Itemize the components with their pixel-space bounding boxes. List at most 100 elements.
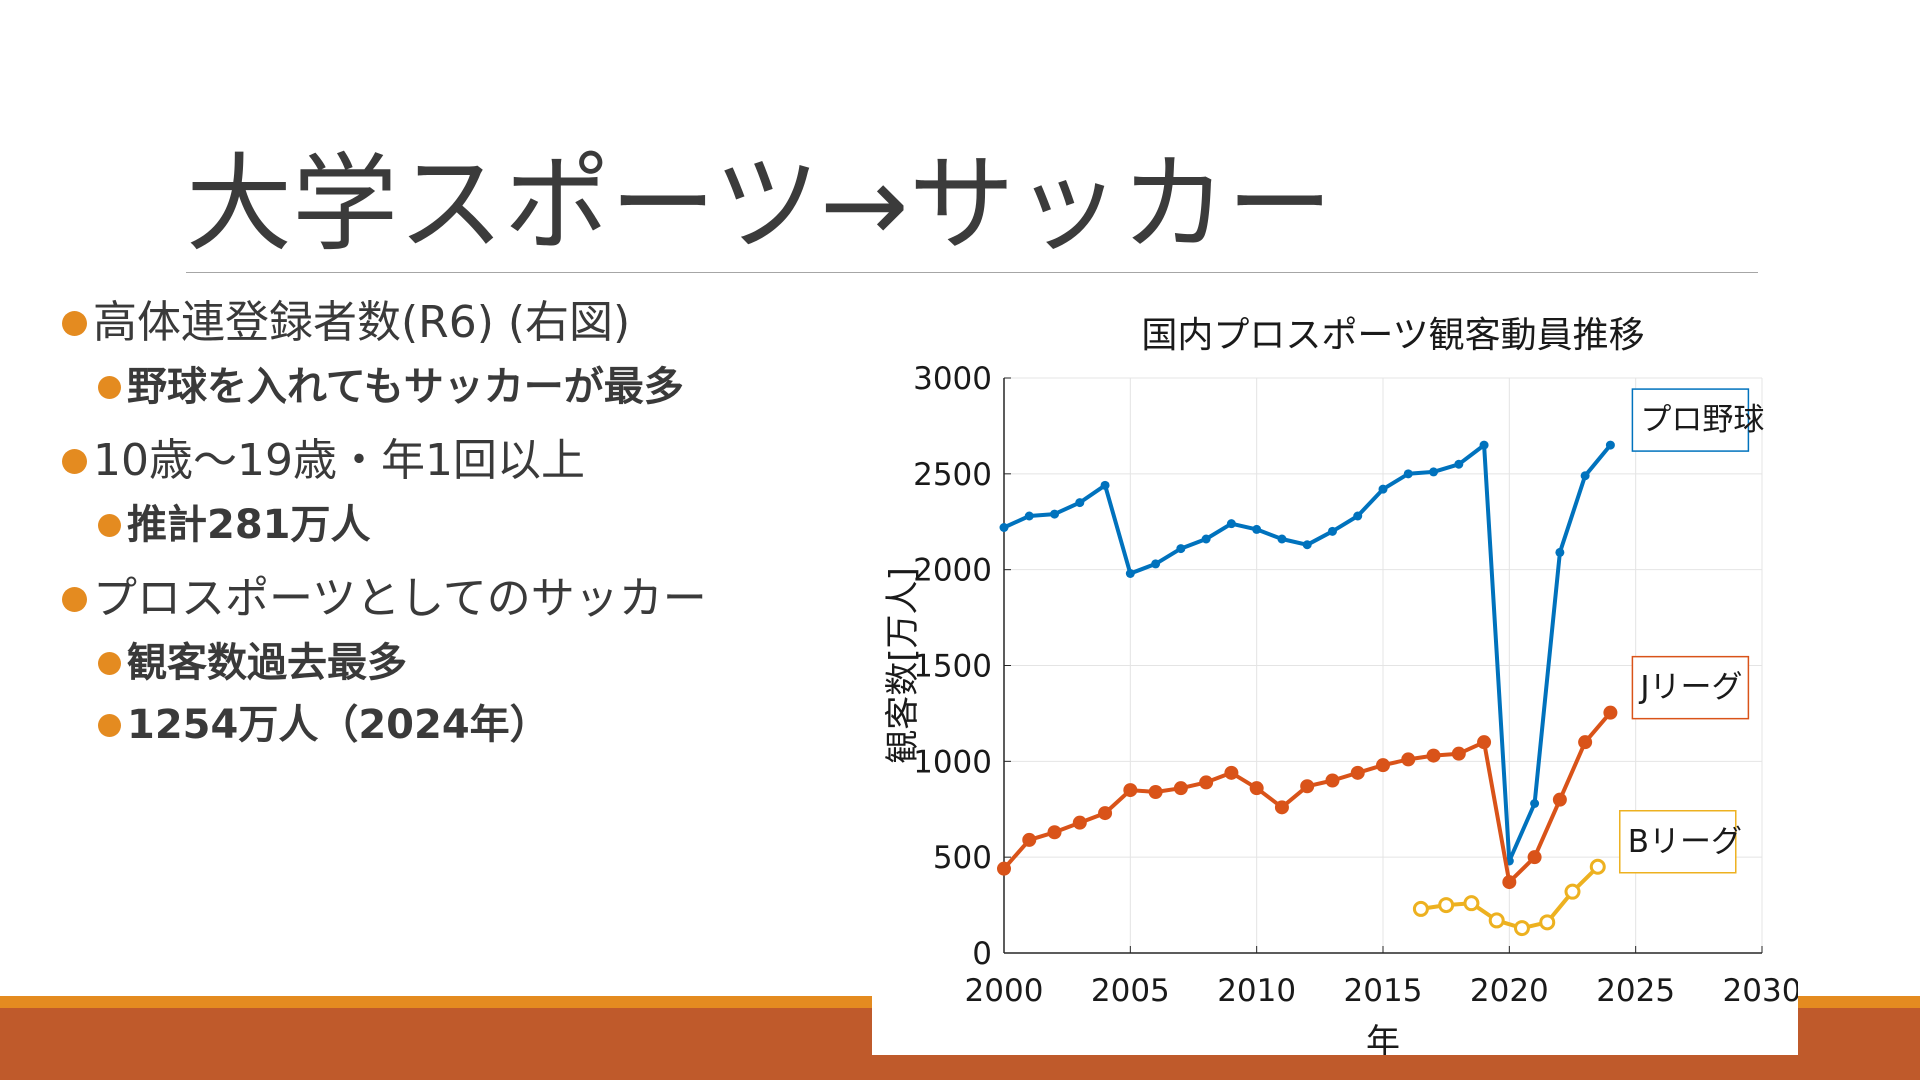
data-point <box>1123 783 1138 798</box>
data-point <box>1173 781 1188 796</box>
data-point <box>1022 832 1037 847</box>
data-point <box>1479 440 1489 450</box>
data-point <box>1502 875 1517 890</box>
x-tick-label: 2010 <box>1217 973 1296 1009</box>
sub-bullet-item: 1254万人（2024年） <box>98 694 882 756</box>
data-point <box>1024 511 1034 521</box>
x-tick-label: 2030 <box>1723 973 1798 1009</box>
data-point <box>1075 498 1085 508</box>
data-point <box>1302 540 1312 550</box>
y-tick-label: 0 <box>972 936 992 972</box>
y-tick-label: 1500 <box>913 649 992 685</box>
bullet-dot <box>98 375 121 399</box>
bullet-item: 10歳～19歳・年1回以上 推計281万人 <box>62 428 882 556</box>
bullet-text: プロスポーツとしてのサッカー <box>93 573 707 624</box>
data-point <box>1252 524 1262 534</box>
x-tick-label: 2020 <box>1470 973 1549 1009</box>
data-point <box>1151 559 1161 569</box>
data-point <box>1327 526 1337 536</box>
data-point <box>1463 895 1480 912</box>
sub-bullet-item: 野球を入れてもサッカーが最多 <box>98 356 882 418</box>
data-point <box>1072 815 1087 830</box>
data-point <box>997 861 1011 876</box>
data-point <box>1589 858 1606 875</box>
bullet-dot <box>62 448 87 474</box>
series-label-box <box>1631 655 1750 720</box>
sub-bullet-text: 観客数過去最多 <box>127 640 407 686</box>
sub-bullet-item: 推計281万人 <box>98 494 882 556</box>
data-point <box>1564 883 1581 900</box>
data-point <box>1274 800 1289 815</box>
series-label-box <box>1631 388 1750 452</box>
line-chart: 2000 2005 2010 2015 2020 2025 2030 0 500 1000 1500… <box>883 315 1798 1055</box>
y-tick-label: 3000 <box>913 361 992 397</box>
data-point <box>1378 484 1388 494</box>
data-point <box>1401 752 1416 767</box>
data-point <box>1527 850 1542 865</box>
data-point <box>1426 748 1441 763</box>
chart-panel: 2000 2005 2010 2015 2020 2025 2030 0 500 1000 1500… <box>872 303 1798 1055</box>
bullet-dot <box>62 586 87 612</box>
bullet-item: 高体連登録者数(R6) (右図) 野球を入れてもサッカーが最多 <box>62 290 882 418</box>
bullet-text: 10歳～19歳・年1回以上 <box>93 435 585 486</box>
data-point <box>1605 440 1615 450</box>
bullet-item: プロスポーツとしてのサッカー 観客数過去最多 1254万人（2024年） <box>62 566 882 756</box>
data-point <box>1539 914 1556 931</box>
data-point <box>1100 480 1110 490</box>
y-axis-label: 観客数[万人] <box>883 567 923 764</box>
bullet-dot <box>98 651 121 675</box>
data-point <box>1403 469 1413 479</box>
y-tick-label: 500 <box>933 840 992 876</box>
bullet-text: 高体連登録者数(R6) (右図) <box>93 297 631 348</box>
x-tick-label: 2025 <box>1596 973 1675 1009</box>
data-point <box>1555 547 1565 557</box>
data-point <box>1580 471 1590 481</box>
data-point <box>1277 534 1287 544</box>
data-point <box>1412 900 1429 917</box>
data-point <box>1530 799 1540 808</box>
series-label: プロ野球 <box>1640 402 1764 438</box>
series-label-box <box>1619 810 1737 874</box>
title-divider <box>186 272 1758 273</box>
y-tick-label: 1000 <box>913 744 992 780</box>
data-point <box>1226 519 1236 529</box>
data-point <box>1603 705 1618 720</box>
series-label: Jリーグ <box>1638 670 1742 706</box>
data-point <box>999 523 1009 532</box>
series-label: Bリーグ <box>1628 824 1742 860</box>
sub-bullet-text: 野球を入れてもサッカーが最多 <box>127 364 684 410</box>
slide-title: 大学スポーツ→サッカー <box>186 143 1333 266</box>
bullet-dot <box>98 513 121 537</box>
series-line <box>1003 443 1612 863</box>
data-point <box>1148 785 1163 799</box>
x-axis-label: 年 <box>1366 1022 1400 1055</box>
data-point <box>1376 758 1390 773</box>
data-point <box>1300 779 1315 794</box>
x-tick-label: 2000 <box>965 973 1044 1009</box>
data-point <box>1552 792 1567 807</box>
data-point <box>1451 746 1466 761</box>
data-point <box>1350 765 1365 780</box>
data-point <box>1477 735 1492 750</box>
x-tick-label: 2005 <box>1091 973 1170 1009</box>
bullet-dot <box>62 310 87 336</box>
data-point <box>1578 735 1593 750</box>
data-point <box>1454 459 1464 469</box>
data-point <box>1429 467 1439 477</box>
data-point <box>1249 781 1264 796</box>
sub-bullet-text: 推計281万人 <box>127 502 371 548</box>
chart-title: 国内プロスポーツ観客動員推移 <box>1141 315 1644 356</box>
data-point <box>1224 765 1239 780</box>
data-point <box>1438 897 1455 914</box>
data-point <box>1098 806 1113 821</box>
data-point <box>1047 825 1062 840</box>
sub-bullet-text: 1254万人（2024年） <box>127 702 550 748</box>
data-point <box>1325 773 1340 788</box>
data-point <box>1176 544 1186 554</box>
data-point <box>1050 509 1060 519</box>
x-tick-label: 2015 <box>1344 973 1423 1009</box>
data-point <box>1125 569 1135 578</box>
sub-bullet-item: 観客数過去最多 <box>98 632 882 694</box>
y-tick-label: 2000 <box>913 553 992 589</box>
data-point <box>1513 920 1530 937</box>
